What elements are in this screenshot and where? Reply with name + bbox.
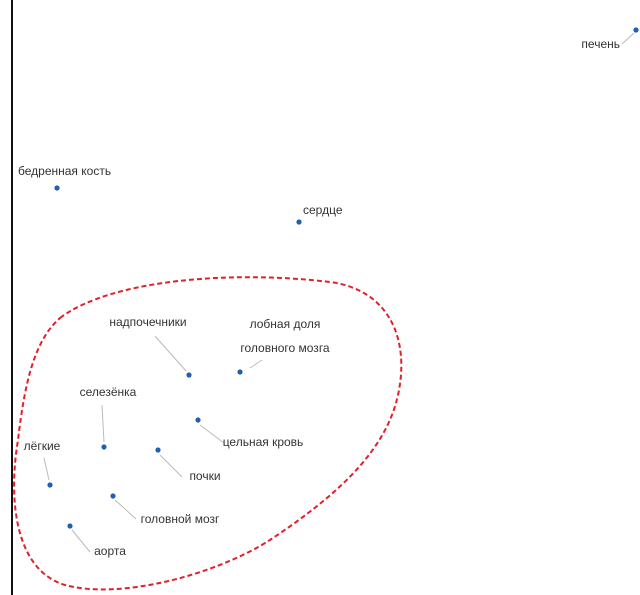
point-label: печень (581, 37, 620, 51)
point-label: лёгкие (24, 439, 61, 453)
point (47, 482, 53, 488)
point (110, 493, 116, 499)
point (633, 27, 639, 33)
point-label: бедренная кость (18, 164, 111, 178)
leader-line (249, 359, 263, 369)
point-label: почки (189, 469, 220, 483)
point-label: аорта (94, 544, 126, 558)
point-label: сердце (303, 203, 343, 217)
leader-line (159, 454, 183, 478)
point (54, 185, 60, 191)
leader-line (199, 424, 225, 444)
point-label: лобная доля (250, 317, 321, 331)
point (195, 417, 201, 423)
point-label: селезёнка (80, 385, 137, 399)
point-label: надпочечники (109, 315, 186, 329)
leader-line (71, 529, 91, 553)
point (155, 447, 161, 453)
point-label: головного мозга (240, 341, 330, 355)
leader-line (621, 32, 635, 45)
point (296, 219, 302, 225)
point (186, 372, 192, 378)
leader-line (43, 457, 50, 481)
point (101, 444, 107, 450)
point-label: головной мозг (141, 512, 220, 526)
leader-line (154, 335, 187, 372)
point (67, 523, 73, 529)
leader-line (101, 404, 105, 443)
leader-line (114, 499, 137, 520)
point-label: цельная кровь (223, 435, 304, 449)
cluster-outline (13, 276, 403, 591)
point (237, 369, 243, 375)
